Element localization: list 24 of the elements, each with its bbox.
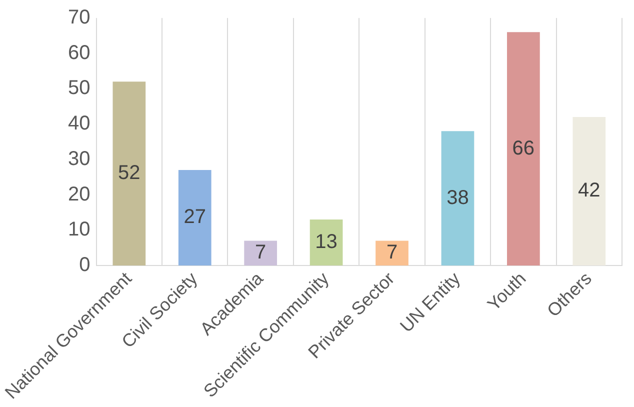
bar [376, 240, 408, 266]
data-label: 66 [512, 137, 535, 160]
data-label: 42 [578, 180, 600, 202]
y-tick-label: 0 [79, 254, 90, 276]
y-tick-label: 10 [68, 218, 90, 241]
bar [507, 32, 540, 266]
data-label: 7 [386, 242, 398, 264]
y-tick-label: 30 [68, 148, 90, 170]
data-label: 13 [315, 230, 338, 253]
bar [244, 240, 278, 266]
data-label: 38 [446, 186, 469, 209]
data-label: 52 [118, 162, 140, 184]
data-label: 27 [184, 206, 206, 228]
data-label: 7 [255, 242, 266, 264]
y-tick-label: 70 [68, 6, 90, 29]
bar [310, 220, 343, 266]
y-tick-label: 40 [68, 112, 90, 135]
bar [572, 116, 606, 266]
y-tick-label: 20 [68, 183, 90, 206]
bar [441, 131, 474, 266]
y-tick-label: 50 [68, 77, 90, 100]
y-tick-label: 60 [68, 42, 90, 64]
bar [112, 82, 146, 266]
bar [178, 170, 212, 266]
